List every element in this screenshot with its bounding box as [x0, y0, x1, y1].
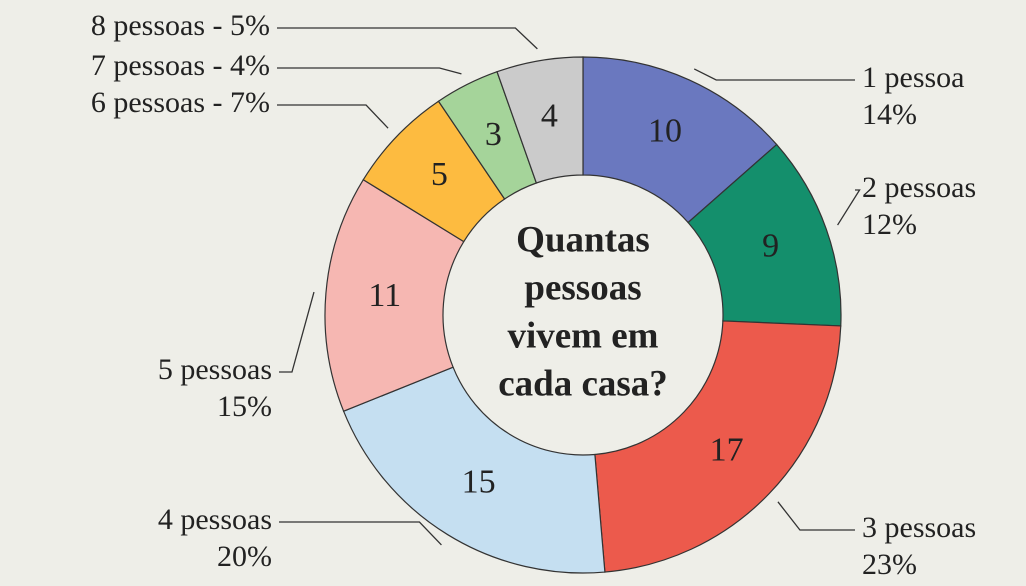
slice-value: 5 — [431, 156, 448, 193]
chart-title: Quantas — [516, 219, 650, 260]
leader-line — [279, 291, 315, 373]
category-percent: 20% — [217, 540, 272, 573]
slice-value: 10 — [648, 112, 682, 149]
category-label: 7 pessoas - 4% — [91, 49, 270, 82]
slice — [342, 366, 606, 574]
chart-title: pessoas — [524, 267, 641, 308]
category-percent: 15% — [217, 390, 272, 423]
category-label: 3 pessoas — [862, 511, 976, 544]
leader-line — [277, 27, 538, 50]
slice-value: 17 — [710, 431, 744, 468]
slice-value: 15 — [462, 463, 496, 500]
category-label: 4 pessoas — [158, 503, 272, 536]
chart-title: cada casa? — [498, 363, 668, 404]
slice — [496, 56, 584, 184]
chart-title: vivem em — [507, 315, 658, 356]
slice — [324, 178, 465, 412]
leader-line — [837, 189, 861, 226]
category-label: 6 pessoas - 7% — [91, 86, 270, 119]
slice-value: 9 — [762, 228, 779, 265]
category-label: 1 pessoa — [862, 61, 964, 94]
slice-value: 4 — [541, 98, 558, 135]
category-percent: 14% — [862, 98, 917, 131]
category-label: 2 pessoas — [862, 171, 976, 204]
slice-value: 3 — [485, 116, 502, 153]
leader-line — [777, 501, 855, 531]
leader-line — [693, 68, 855, 81]
slice-value: 11 — [368, 277, 401, 314]
category-percent: 23% — [862, 548, 917, 581]
leader-line — [277, 104, 389, 129]
slice — [594, 320, 842, 573]
category-percent: 12% — [862, 208, 917, 241]
category-label: 5 pessoas — [158, 353, 272, 386]
leader-line — [277, 67, 462, 75]
leader-line — [279, 521, 442, 546]
category-label: 8 pessoas - 5% — [91, 9, 270, 42]
